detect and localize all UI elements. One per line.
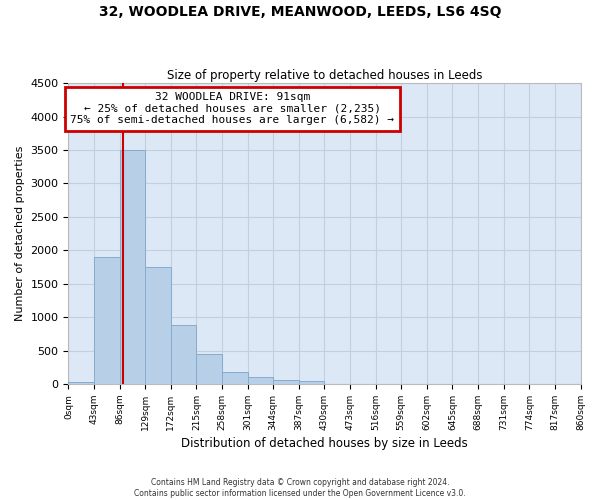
Bar (222, 372, 248, 384)
Bar (299, 380, 325, 384)
Bar (119, 150, 145, 384)
Bar (248, 378, 273, 384)
Y-axis label: Number of detached properties: Number of detached properties (15, 146, 25, 322)
Text: 32 WOODLEA DRIVE: 91sqm
← 25% of detached houses are smaller (2,235)
75% of semi: 32 WOODLEA DRIVE: 91sqm ← 25% of detache… (70, 92, 394, 126)
Title: Size of property relative to detached houses in Leeds: Size of property relative to detached ho… (167, 69, 482, 82)
Bar (68, 382, 94, 384)
Bar (273, 380, 299, 384)
Bar (94, 257, 119, 384)
Bar (171, 326, 196, 384)
X-axis label: Distribution of detached houses by size in Leeds: Distribution of detached houses by size … (181, 437, 468, 450)
Text: 32, WOODLEA DRIVE, MEANWOOD, LEEDS, LS6 4SQ: 32, WOODLEA DRIVE, MEANWOOD, LEEDS, LS6 … (99, 5, 501, 19)
Bar (145, 267, 171, 384)
Text: Contains HM Land Registry data © Crown copyright and database right 2024.
Contai: Contains HM Land Registry data © Crown c… (134, 478, 466, 498)
Bar (196, 354, 222, 384)
